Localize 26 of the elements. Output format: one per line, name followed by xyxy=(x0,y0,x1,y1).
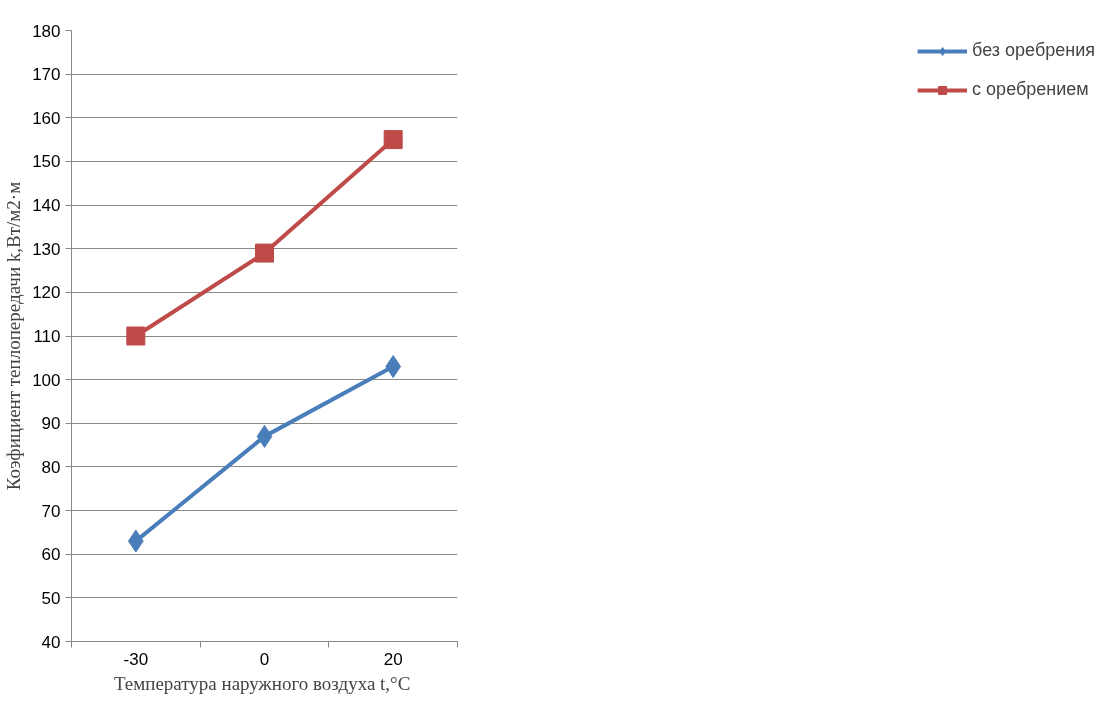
y-tick-label: 50 xyxy=(41,588,61,608)
y-tick-label: 40 xyxy=(41,632,61,652)
y-tick-label: 130 xyxy=(32,239,61,259)
y-tick-label: 180 xyxy=(32,21,61,41)
y-tick-label: 90 xyxy=(41,414,61,434)
point xyxy=(126,326,146,346)
point xyxy=(255,243,274,263)
y-tick-label: 70 xyxy=(41,501,61,521)
x-tick-label: 0 xyxy=(259,649,270,669)
x-tick-label: 20 xyxy=(383,649,403,669)
y-tick-label: 110 xyxy=(33,327,61,346)
x-axis-title: Температура наружного воздуха t,°C xyxy=(113,672,411,694)
y-tick-label: 160 xyxy=(32,108,61,128)
y-axis-title: Коэфициент теплопередачи k,Вт/м2·м xyxy=(3,181,25,491)
point xyxy=(383,130,403,150)
y-tick-label: 120 xyxy=(32,283,61,303)
y-tick-label: 150 xyxy=(32,152,61,172)
y-tick-label: 100 xyxy=(32,370,61,390)
y-tick-label: 60 xyxy=(41,545,61,565)
point xyxy=(256,424,273,448)
y-tick-label: 140 xyxy=(32,196,61,216)
y-tick-label: 80 xyxy=(41,457,61,477)
y-tick-label: 170 xyxy=(32,65,61,85)
x-tick-label: -30 xyxy=(123,649,149,669)
legend-label: с оребрением xyxy=(972,79,1089,100)
legend-label: без оребрения xyxy=(972,40,1095,61)
